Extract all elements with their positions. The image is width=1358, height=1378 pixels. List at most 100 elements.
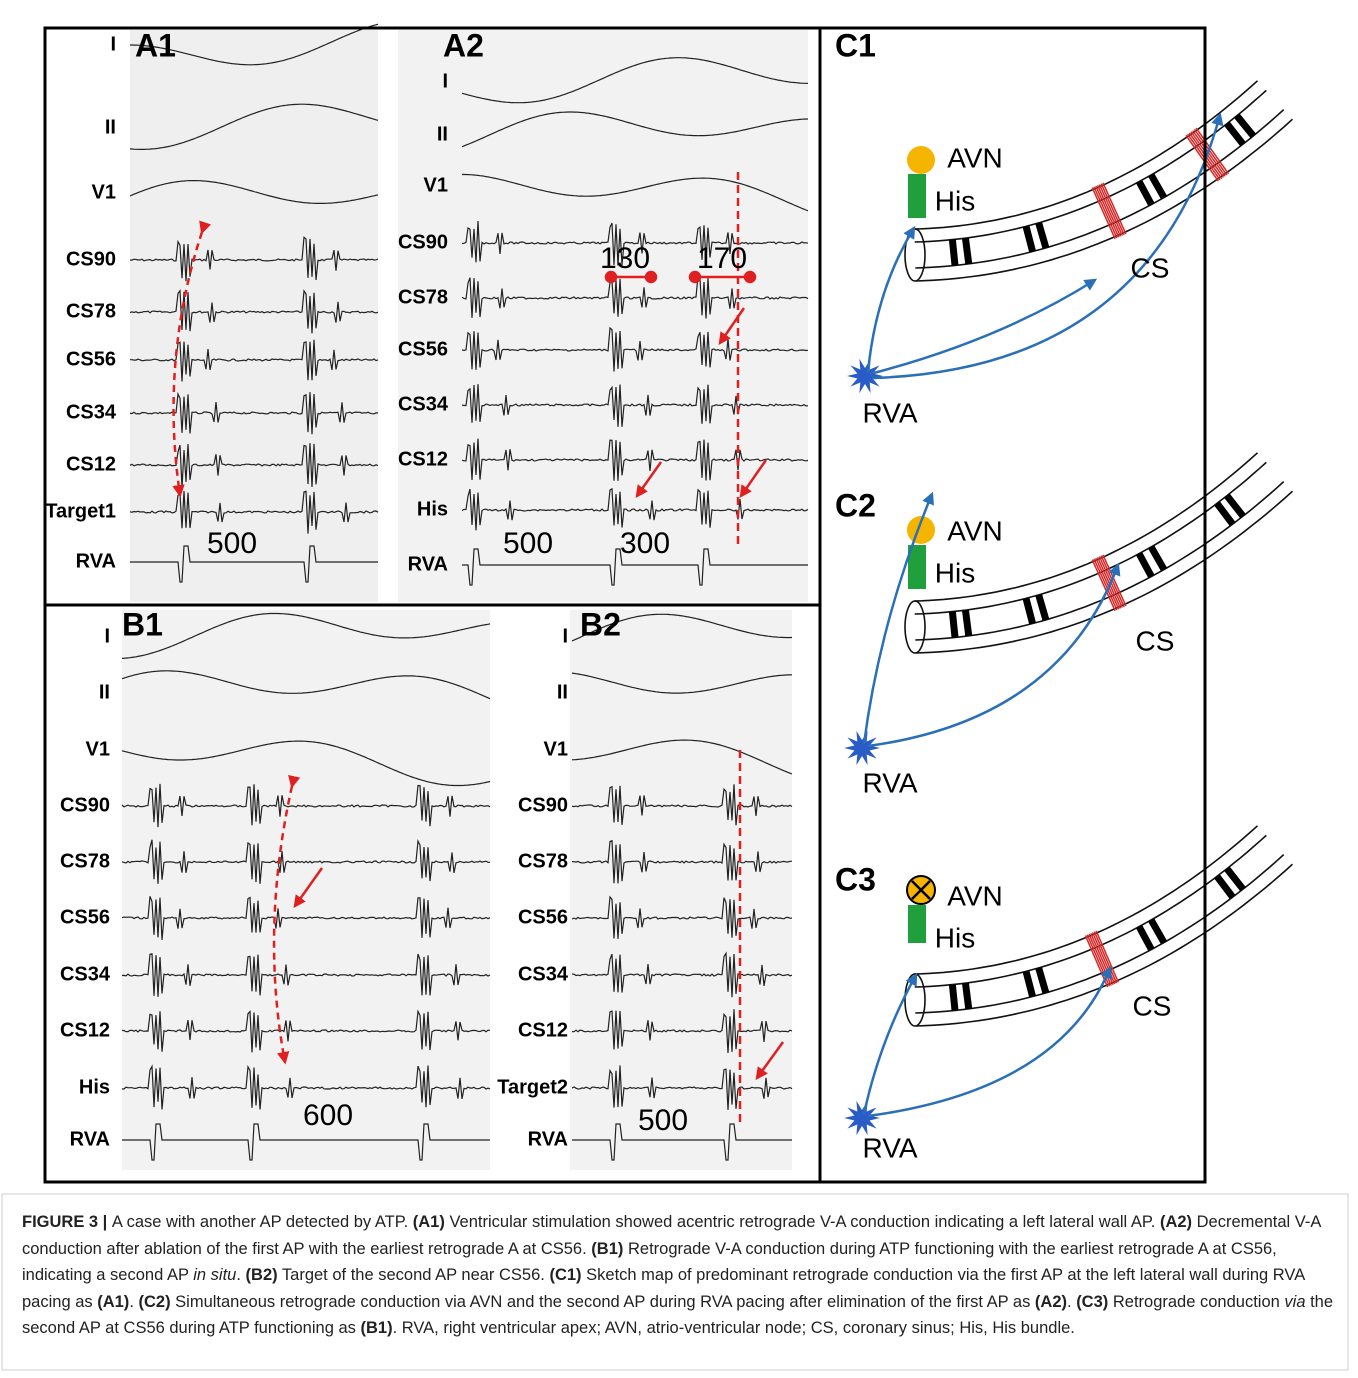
marker-dot bbox=[644, 270, 658, 284]
lead-label: II bbox=[105, 116, 116, 138]
lead-label: I bbox=[104, 625, 110, 647]
ecg-trace bbox=[121, 838, 491, 884]
electrode bbox=[1148, 545, 1168, 572]
lead-label: V1 bbox=[424, 174, 448, 196]
ecg-trace bbox=[461, 384, 809, 427]
caption-segment: (A1) bbox=[412, 1213, 445, 1231]
ecg-trace bbox=[129, 443, 379, 488]
lead-label: CS34 bbox=[60, 963, 111, 985]
dashed-arrow bbox=[272, 774, 301, 1065]
electrode bbox=[1214, 501, 1236, 527]
lead-label: CS78 bbox=[398, 286, 448, 308]
lead-label: RVA bbox=[528, 1128, 568, 1150]
conduction-arrow bbox=[867, 965, 1112, 1118]
vessel-wall bbox=[915, 481, 1285, 641]
marker-dot bbox=[688, 270, 702, 284]
ecg-trace bbox=[121, 1064, 491, 1110]
panel-label: C1 bbox=[835, 27, 876, 63]
ecg-trace bbox=[461, 274, 809, 319]
lead-label: I bbox=[562, 625, 568, 647]
lead-label: V1 bbox=[86, 738, 110, 760]
vessel-wall bbox=[915, 109, 1285, 269]
lead-label: Target1 bbox=[45, 500, 116, 522]
lead-label: CS56 bbox=[60, 906, 110, 928]
electrode bbox=[1136, 924, 1155, 952]
electrode bbox=[1136, 179, 1155, 207]
lead-label: CS56 bbox=[518, 906, 568, 928]
lead-label: CS90 bbox=[66, 248, 116, 270]
ecg-trace bbox=[121, 612, 491, 659]
pathway bbox=[1185, 134, 1219, 182]
marker-dot bbox=[604, 270, 618, 284]
electrode bbox=[1148, 918, 1168, 945]
vessel-end bbox=[904, 600, 926, 654]
interval-label: 500 bbox=[207, 527, 257, 560]
conduction-arrow bbox=[869, 278, 1098, 376]
lead-label: CS56 bbox=[66, 348, 116, 370]
ecg-trace bbox=[129, 490, 379, 534]
panel-label: A2 bbox=[443, 27, 484, 63]
vessel-wall bbox=[915, 118, 1294, 282]
ecg-trace bbox=[461, 438, 809, 481]
lead-label: CS34 bbox=[518, 963, 569, 985]
vessel-wall bbox=[915, 490, 1294, 654]
ecg-trace bbox=[121, 1009, 491, 1053]
red-arrow bbox=[739, 459, 768, 499]
conduction-arrow bbox=[862, 491, 934, 745]
ecg-trace bbox=[571, 784, 793, 826]
rva-label: RVA bbox=[863, 397, 918, 428]
lead-label: CS56 bbox=[398, 338, 448, 360]
conduction-arrow bbox=[867, 562, 1121, 748]
panel-label: C2 bbox=[835, 487, 876, 523]
ecg-trace bbox=[130, 545, 378, 583]
lead-label: CS90 bbox=[518, 794, 568, 816]
lead-label: CS12 bbox=[398, 448, 448, 470]
red-arrow bbox=[293, 867, 324, 909]
traces bbox=[121, 23, 809, 1161]
annotations bbox=[172, 172, 785, 1125]
electrode bbox=[948, 611, 959, 638]
ecg-trace bbox=[462, 548, 808, 586]
pathway bbox=[1100, 183, 1125, 236]
caption-segment: Retrograde V-A conduction during ATP fun… bbox=[22, 1239, 1277, 1285]
caption-segment: Retrograde conduction bbox=[1108, 1292, 1285, 1311]
interval-label: 500 bbox=[638, 1104, 688, 1137]
diagrams bbox=[844, 80, 1294, 1136]
lead-label: II bbox=[99, 681, 110, 703]
ecg-trace bbox=[571, 951, 793, 998]
vessel-wall bbox=[914, 89, 1267, 243]
ecg-trace bbox=[130, 23, 379, 66]
conduction-arrow bbox=[871, 112, 1224, 380]
block-mark bbox=[911, 880, 931, 900]
ecg-trace bbox=[571, 839, 793, 884]
his-bundle bbox=[908, 174, 926, 218]
pathway bbox=[1096, 185, 1122, 237]
ecg-trace bbox=[461, 111, 808, 148]
electrode bbox=[961, 982, 973, 1010]
electrode bbox=[1224, 121, 1246, 147]
electrode bbox=[961, 237, 973, 265]
caption-box bbox=[1, 1193, 1349, 1371]
panel-label: C3 bbox=[835, 861, 876, 897]
electrode bbox=[1224, 866, 1246, 892]
electrode bbox=[1022, 225, 1036, 253]
caption-segment: Ventricular stimulation showed acentric … bbox=[444, 1213, 1160, 1231]
lead-label: CS78 bbox=[60, 850, 110, 872]
pathway bbox=[1093, 558, 1118, 611]
pathway bbox=[1095, 557, 1120, 610]
ecg-trace bbox=[462, 173, 809, 212]
caption-segment: (A2) bbox=[1034, 1292, 1068, 1311]
electrode bbox=[1224, 493, 1246, 519]
pathway bbox=[1096, 557, 1122, 609]
lead-label: II bbox=[557, 681, 568, 703]
ecg-trace bbox=[130, 339, 379, 382]
cs-label: CS bbox=[1131, 252, 1170, 283]
cs-label: CS bbox=[1136, 625, 1175, 656]
interval-label: 300 bbox=[620, 527, 670, 560]
vessel-end bbox=[904, 973, 926, 1027]
ecg-trace bbox=[129, 288, 379, 334]
caption-segment: A case with another AP detected by ATP. bbox=[111, 1213, 413, 1231]
pathway bbox=[1091, 187, 1116, 240]
caption-segment: Simultaneous retrograde conduction via A… bbox=[170, 1292, 1035, 1311]
interval-label: 130 bbox=[600, 242, 650, 275]
